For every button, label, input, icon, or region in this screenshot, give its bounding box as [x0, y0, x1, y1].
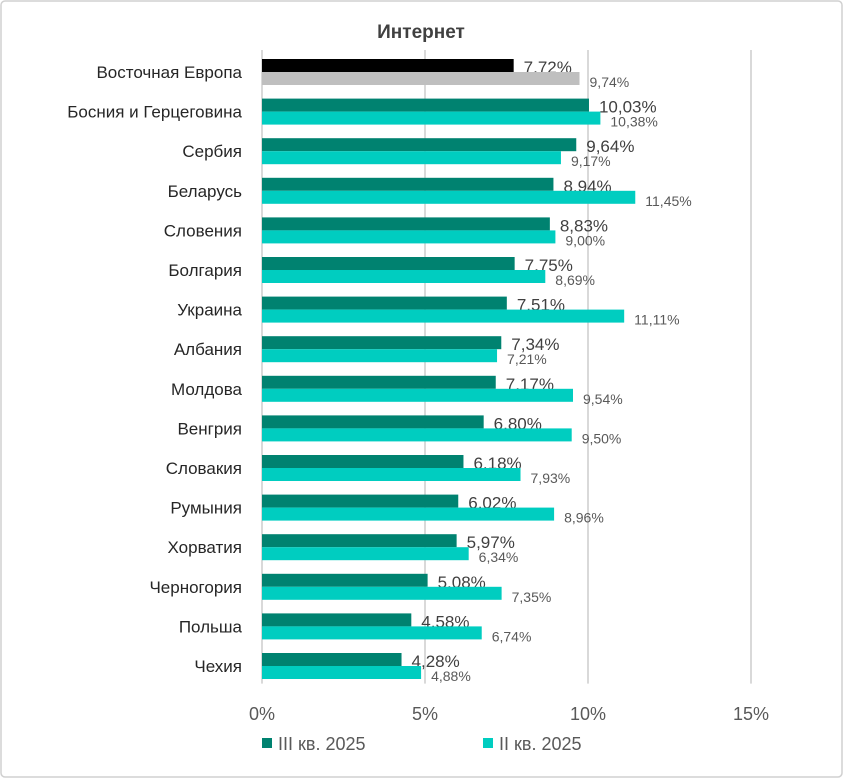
category-label: Украина — [177, 301, 242, 320]
category-label: Молдова — [171, 380, 243, 399]
bar-q3 — [262, 653, 402, 666]
data-label-q3: 7,34% — [511, 335, 559, 354]
category-label: Албания — [174, 340, 242, 359]
bar-q3 — [262, 455, 464, 468]
bar-q3 — [262, 217, 550, 231]
bar-q3 — [262, 336, 502, 350]
category-label: Чехия — [194, 657, 242, 676]
bar-q2 — [262, 230, 556, 244]
data-label-q2: 8,96% — [564, 510, 604, 526]
bar-q2 — [262, 72, 580, 85]
data-label-q2: 11,45% — [645, 193, 691, 209]
category-label: Восточная Европа — [96, 63, 242, 82]
data-label-q2: 7,35% — [512, 589, 552, 605]
bar-q2 — [262, 626, 482, 640]
bar-q2 — [262, 666, 422, 679]
data-label-q2: 11,11% — [634, 312, 679, 328]
category-label: Сербия — [182, 142, 242, 161]
x-tick-label: 10% — [570, 704, 606, 724]
bar-q2 — [262, 309, 625, 323]
bar-q3 — [262, 494, 459, 508]
bar-q3 — [262, 573, 428, 587]
category-label: Венгрия — [177, 419, 242, 438]
bar-q2 — [262, 468, 521, 481]
bar-q3 — [262, 257, 515, 270]
data-label-q2: 6,74% — [492, 628, 532, 644]
data-label-q3: 9,64% — [586, 137, 634, 156]
bar-q3 — [262, 415, 484, 429]
bar-q3 — [262, 613, 412, 627]
category-label: Босния и Герцеговина — [67, 103, 242, 122]
bar-q2 — [262, 507, 555, 521]
bar-q2 — [262, 151, 561, 165]
bar-q2 — [262, 547, 469, 561]
bar-q3 — [262, 375, 496, 389]
data-label-q2: 9,00% — [565, 232, 605, 248]
legend-label: II кв. 2025 — [499, 734, 582, 754]
data-label-q2: 9,54% — [583, 391, 623, 407]
bar-q2 — [262, 111, 601, 125]
data-label-q3: 5,97% — [467, 533, 515, 552]
bar-q3 — [262, 98, 589, 112]
bar-q3 — [262, 59, 514, 72]
data-label-q2: 6,34% — [479, 549, 519, 565]
chart-title: Интернет — [377, 22, 465, 43]
data-label-q2: 4,88% — [431, 668, 471, 684]
bar-q2 — [262, 349, 498, 363]
data-label-q3: 10,03% — [599, 98, 657, 117]
category-label: Беларусь — [168, 182, 242, 201]
data-label-q2: 9,17% — [571, 153, 611, 169]
legend-swatch — [483, 738, 493, 748]
category-label: Хорватия — [168, 538, 242, 557]
data-label-q2: 8,69% — [555, 272, 595, 288]
data-label-q2: 7,21% — [507, 351, 547, 367]
data-label-q2: 9,74% — [590, 74, 630, 90]
data-label-q2: 9,50% — [582, 430, 622, 446]
x-tick-label: 15% — [733, 704, 769, 724]
x-tick-label: 0% — [249, 704, 275, 724]
data-label-q3: 4,28% — [412, 652, 460, 671]
category-label: Словакия — [166, 459, 242, 478]
x-tick-label: 5% — [412, 704, 438, 724]
legend-swatch — [262, 738, 272, 748]
category-label: Румыния — [170, 499, 242, 518]
bar-q3 — [262, 296, 507, 310]
category-label: Польша — [179, 617, 243, 636]
bar-q3 — [262, 534, 457, 548]
category-label: Болгария — [168, 261, 242, 280]
bar-q3 — [262, 138, 577, 152]
category-label: Словения — [164, 221, 242, 240]
legend-label: III кв. 2025 — [278, 734, 366, 754]
category-label: Черногория — [149, 578, 242, 597]
bar-q2 — [262, 270, 546, 283]
data-label-q2: 10,38% — [610, 114, 657, 130]
bar-q3 — [262, 177, 554, 191]
data-label-q3: 8,83% — [560, 216, 608, 235]
bar-q2 — [262, 388, 574, 402]
bar-q2 — [262, 428, 572, 442]
bar-q2 — [262, 586, 502, 600]
bar-q2 — [262, 190, 636, 204]
data-label-q2: 7,93% — [531, 470, 571, 486]
